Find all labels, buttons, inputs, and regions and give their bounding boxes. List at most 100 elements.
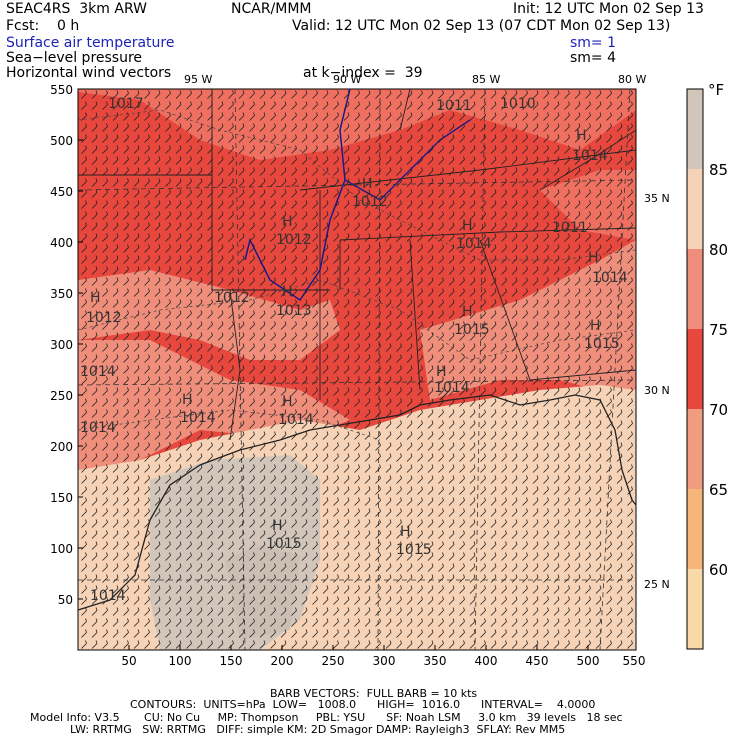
isobar-label: 1014: [278, 412, 314, 428]
colorbar-swatch: [687, 89, 703, 169]
colorbar-swatch: [687, 569, 703, 649]
high-marker: H: [90, 290, 101, 306]
isobar-label: 1017: [108, 96, 144, 112]
y-tick-label: 450: [50, 185, 73, 199]
high-marker: H: [576, 128, 587, 144]
y-tick-label: 100: [50, 542, 73, 556]
isobar-label: 1015: [266, 536, 302, 552]
colorbar-label: 65: [709, 481, 728, 499]
high-marker: H: [362, 176, 373, 192]
x-axis-labels: 50 100 150 200 250 300 350 400 450 500 5…: [121, 654, 645, 668]
isobar-label: 1015: [454, 322, 490, 338]
state-borders: [78, 88, 637, 441]
colorbar-label: 85: [709, 161, 728, 179]
y-tick-label: 500: [50, 134, 73, 148]
model-info-line1: Model Info: V3.5 CU: No Cu MP: Thompson …: [30, 711, 623, 724]
x-tick-label: 50: [121, 654, 136, 668]
high-marker: H: [272, 518, 283, 534]
isobar-label: 1014: [434, 380, 470, 396]
colorbar-unit: °F: [708, 81, 724, 99]
x-tick-label: 100: [169, 654, 192, 668]
isobar-label: 1010: [500, 96, 536, 112]
x-tick-label: 450: [526, 654, 549, 668]
colorbar-label: 80: [709, 241, 728, 259]
colorbar-label: 70: [709, 401, 728, 419]
valid-time: Valid: 12 UTC Mon 02 Sep 13 (07 CDT Mon …: [292, 18, 671, 34]
x-tick-label: 300: [373, 654, 396, 668]
y-tick-label: 200: [50, 440, 73, 454]
lon-label: 80 W: [618, 73, 646, 86]
isobar-label: 1015: [396, 542, 432, 558]
colorbar-label: 75: [709, 321, 728, 339]
isobar-label: 1014: [572, 148, 608, 164]
x-tick-label: 500: [577, 654, 600, 668]
lat-label: 35 N: [644, 192, 670, 205]
contour-info: CONTOURS: UNITS=hPa LOW= 1008.0 HIGH= 10…: [130, 698, 596, 711]
y-tick-label: 150: [50, 491, 73, 505]
colorbar-swatch: [687, 329, 703, 409]
ohio-river: [344, 119, 471, 201]
model-name: SEAC4RS 3km ARW: [6, 1, 147, 17]
y-tick-label: 350: [50, 287, 73, 301]
colorbar-label: 60: [709, 561, 728, 579]
isobar-label: 1011: [436, 98, 472, 114]
model-info-line2: LW: RRTMG SW: RRTMG DIFF: simple KM: 2D …: [70, 723, 566, 736]
x-tick-label: 250: [322, 654, 345, 668]
isobar-label: 1014: [592, 270, 628, 286]
isobar-label: 1012: [86, 310, 122, 326]
high-marker: H: [282, 214, 293, 230]
high-marker: H: [590, 318, 601, 334]
field-pressure-smoothing: sm= 4: [570, 50, 617, 66]
temperature-colorbar: [686, 88, 704, 650]
lon-label: 85 W: [472, 73, 500, 86]
colorbar-labels: °F 85 80 75 70 65 60: [708, 81, 728, 579]
isobar-label: 1014: [180, 410, 216, 426]
y-tick-label: 400: [50, 236, 73, 250]
y-tick-label: 550: [50, 83, 73, 97]
y-axis-labels: 550 500 450 400 350 300 250 200 150 100 …: [50, 83, 73, 607]
lon-label: 90 W: [333, 73, 361, 86]
wind-barbs: [81, 90, 633, 649]
init-time: Init: 12 UTC Mon 02 Sep 13: [513, 1, 704, 17]
lat-label: 30 N: [644, 384, 670, 397]
barb-info: BARB VECTORS: FULL BARB = 10 kts: [270, 687, 478, 700]
field-pressure: Sea−level pressure: [6, 50, 143, 66]
isobar-labels: 1017 1011 1010 1014 1012 1012 1014 1011 …: [80, 96, 628, 604]
isobar-label: 1015: [584, 336, 620, 352]
axis-ticks: [78, 88, 589, 650]
longitude-labels: 95 W 90 W 85 W 80 W: [184, 73, 646, 86]
isobar-label: 1014: [456, 236, 492, 252]
center-name: NCAR/MMM: [231, 1, 312, 17]
high-marker: H: [462, 218, 473, 234]
high-marker: H: [282, 284, 293, 300]
isobar-label: 1012: [276, 232, 312, 248]
high-markers: H H H H H H H H H H H H H H: [90, 128, 601, 540]
wind-vectors: [81, 90, 633, 649]
field-temperature: Surface air temperature: [6, 35, 175, 51]
high-marker: H: [462, 304, 473, 320]
high-marker: H: [588, 250, 599, 266]
high-marker: H: [282, 394, 293, 410]
isobar-label: 1014: [90, 588, 126, 604]
high-marker: H: [436, 364, 447, 380]
x-tick-label: 200: [271, 654, 294, 668]
y-tick-label: 50: [58, 593, 73, 607]
temperature-field: [78, 89, 636, 650]
isobar-label: 1014: [80, 364, 116, 380]
colorbar-swatch: [687, 169, 703, 249]
x-tick-label: 550: [623, 654, 646, 668]
isobar-label: 1011: [552, 220, 588, 236]
lat-label: 25 N: [644, 578, 670, 591]
isobar-label: 1013: [276, 303, 312, 319]
x-tick-label: 350: [424, 654, 447, 668]
high-marker: H: [400, 524, 411, 540]
latitude-labels: 35 N 30 N 25 N: [644, 192, 670, 591]
coastline: [77, 394, 637, 611]
colorbar-swatch: [687, 409, 703, 489]
colorbar-swatch: [687, 249, 703, 329]
high-marker: H: [182, 392, 193, 408]
forecast-hour: Fcst: 0 h: [6, 18, 80, 34]
x-tick-label: 150: [220, 654, 243, 668]
isobar-label: 1012: [214, 290, 250, 306]
x-tick-label: 400: [475, 654, 498, 668]
